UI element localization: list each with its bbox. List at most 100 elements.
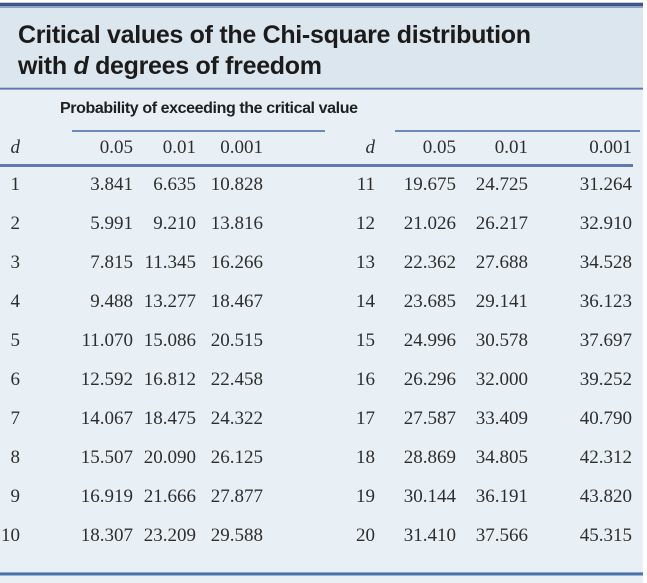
cell-p05: 26.296 bbox=[403, 368, 456, 390]
title-line1: Critical values of the Chi-square distri… bbox=[18, 21, 531, 49]
cell-p01: 11.345 bbox=[144, 251, 196, 273]
table-row: 8 15.507 20.090 26.125 18 28.869 34.805 … bbox=[0, 438, 633, 477]
cell-p01: 30.578 bbox=[475, 329, 528, 351]
cell-p05: 3.841 bbox=[90, 174, 133, 196]
table-row: 1 3.841 6.635 10.828 11 19.675 24.725 31… bbox=[0, 165, 633, 204]
cell-p05: 30.144 bbox=[403, 485, 456, 507]
cell-p01: 36.191 bbox=[475, 485, 528, 507]
cell-p01: 21.666 bbox=[143, 485, 196, 507]
cell-p001: 34.528 bbox=[579, 251, 632, 273]
table-row: 10 18.307 23.209 29.588 20 31.410 37.566… bbox=[0, 516, 633, 555]
cell-p001: 10.828 bbox=[210, 174, 263, 196]
cell-p001: 37.697 bbox=[579, 329, 632, 351]
cell-d: 10 bbox=[1, 524, 20, 546]
cell-d: 6 bbox=[10, 368, 21, 390]
title-line2-suffix: degrees of freedom bbox=[88, 52, 322, 80]
cell-p01: 9.210 bbox=[153, 212, 196, 234]
table-row: 2 5.991 9.210 13.816 12 21.026 26.217 32… bbox=[0, 204, 633, 243]
cell-p05: 15.507 bbox=[80, 446, 133, 468]
cell-p01: 6.635 bbox=[153, 174, 196, 196]
cell-d: 11 bbox=[356, 174, 375, 196]
cell-d: 1 bbox=[10, 174, 21, 196]
cell-p05: 27.587 bbox=[403, 407, 456, 429]
cell-p05: 22.362 bbox=[403, 251, 456, 273]
cell-p001: 32.910 bbox=[579, 212, 632, 234]
top-rule bbox=[0, 2, 643, 8]
cell-p01: 29.141 bbox=[475, 290, 528, 312]
cell-p01: 16.812 bbox=[143, 368, 196, 390]
table-row: 6 12.592 16.812 22.458 16 26.296 32.000 … bbox=[0, 360, 633, 399]
table-row: 9 16.919 21.666 27.877 19 30.144 36.191 … bbox=[0, 477, 633, 516]
top-margin bbox=[0, 0, 643, 2]
cell-p05: 14.067 bbox=[80, 407, 133, 429]
header-d-left: d bbox=[0, 135, 26, 167]
cell-d: 14 bbox=[356, 290, 375, 312]
cell-p05: 5.991 bbox=[90, 212, 133, 234]
cell-p05: 28.869 bbox=[403, 446, 456, 468]
cell-p05: 9.488 bbox=[90, 290, 133, 312]
cell-p05: 19.675 bbox=[403, 174, 456, 196]
title-block: Critical values of the Chi-square distri… bbox=[0, 8, 643, 87]
cell-d: 15 bbox=[356, 329, 375, 351]
cell-p001: 45.315 bbox=[579, 524, 632, 546]
cell-d: 20 bbox=[356, 524, 375, 546]
cell-p001: 31.264 bbox=[579, 174, 632, 196]
cell-p001: 29.588 bbox=[210, 524, 263, 546]
cell-d: 12 bbox=[356, 212, 375, 234]
span-underline-right bbox=[395, 130, 640, 132]
cell-p01: 20.090 bbox=[143, 446, 196, 468]
cell-p05: 24.996 bbox=[403, 329, 456, 351]
table-row: 3 7.815 11.345 16.266 13 22.362 27.688 3… bbox=[0, 243, 633, 282]
cell-p01: 24.725 bbox=[475, 174, 528, 196]
cell-p01: 33.409 bbox=[475, 407, 528, 429]
cell-p01: 13.277 bbox=[143, 290, 196, 312]
cell-p001: 42.312 bbox=[579, 446, 632, 468]
cell-p001: 40.790 bbox=[579, 407, 632, 429]
cell-p05: 7.815 bbox=[90, 251, 133, 273]
cell-p05: 18.307 bbox=[80, 524, 133, 546]
cell-p01: 26.217 bbox=[475, 212, 528, 234]
cell-p001: 20.515 bbox=[210, 329, 263, 351]
cell-p05: 12.592 bbox=[80, 368, 133, 390]
header-p05-right: 0.05 bbox=[380, 135, 460, 167]
header-p05-left: 0.05 bbox=[26, 135, 136, 167]
table-row: 7 14.067 18.475 24.322 17 27.587 33.409 … bbox=[0, 399, 633, 438]
cell-d: 13 bbox=[356, 251, 375, 273]
cell-p01: 15.086 bbox=[143, 329, 196, 351]
cell-p05: 31.410 bbox=[403, 524, 456, 546]
header-d-right: d bbox=[268, 135, 380, 167]
cell-p01: 34.805 bbox=[475, 446, 528, 468]
header-p01-right: 0.01 bbox=[460, 135, 532, 167]
cell-d: 2 bbox=[10, 212, 21, 234]
table-row: 5 11.070 15.086 20.515 15 24.996 30.578 … bbox=[0, 321, 633, 360]
cell-d: 17 bbox=[356, 407, 375, 429]
cell-p01: 32.000 bbox=[475, 368, 528, 390]
bottom-rule bbox=[0, 572, 643, 576]
cell-p05: 23.685 bbox=[403, 290, 456, 312]
cell-p001: 27.877 bbox=[210, 485, 263, 507]
cell-d: 9 bbox=[10, 485, 21, 507]
header-p01-left: 0.01 bbox=[136, 135, 198, 167]
cell-p001: 16.266 bbox=[210, 251, 263, 273]
header-p001-right: 0.001 bbox=[532, 135, 633, 167]
cell-p05: 11.070 bbox=[81, 329, 133, 351]
cell-p001: 43.820 bbox=[579, 485, 632, 507]
critical-values-table: d 0.05 0.01 0.001 d 0.05 0.01 0.001 1 3.… bbox=[0, 135, 633, 555]
title-line2-prefix: with bbox=[18, 52, 74, 80]
cell-p001: 18.467 bbox=[210, 290, 263, 312]
table-area: Probability of exceeding the critical va… bbox=[0, 90, 643, 583]
probability-span-header: Probability of exceeding the critical va… bbox=[60, 100, 358, 117]
cell-d: 7 bbox=[10, 407, 21, 429]
title-divider-rule bbox=[0, 87, 643, 90]
cell-p01: 27.688 bbox=[475, 251, 528, 273]
cell-p01: 18.475 bbox=[143, 407, 196, 429]
cell-d: 8 bbox=[10, 446, 21, 468]
cell-d: 19 bbox=[356, 485, 375, 507]
table-header-row: d 0.05 0.01 0.001 d 0.05 0.01 0.001 bbox=[0, 135, 633, 167]
cell-p001: 36.123 bbox=[579, 290, 632, 312]
header-p001-left: 0.001 bbox=[198, 135, 268, 167]
cell-d: 16 bbox=[356, 368, 375, 390]
cell-p001: 26.125 bbox=[210, 446, 263, 468]
